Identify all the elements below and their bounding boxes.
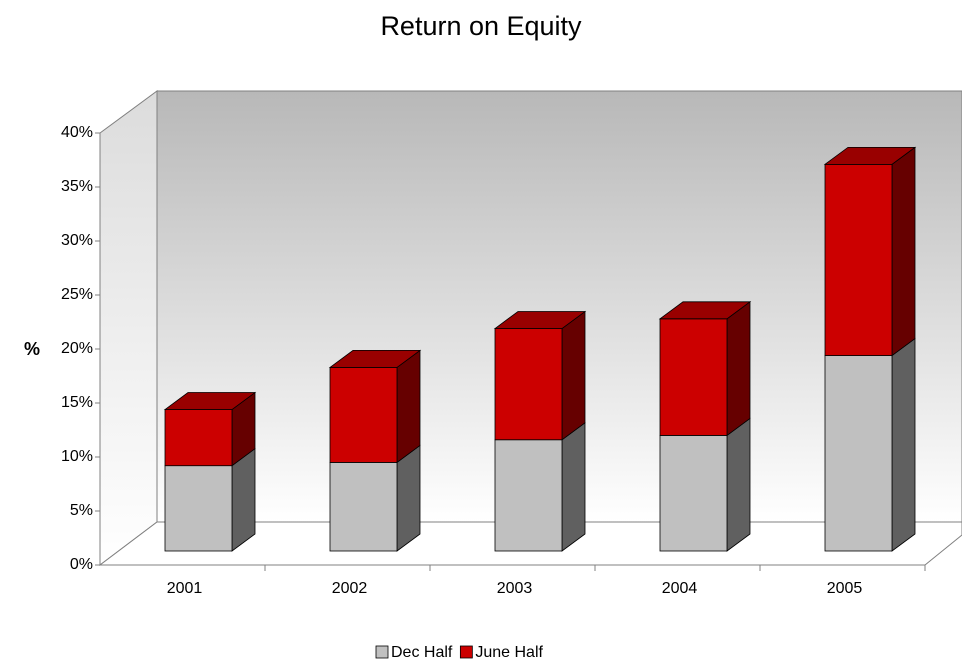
y-tick-label: 10% <box>61 448 93 465</box>
bar-side <box>396 349 421 464</box>
bar-top <box>823 146 917 165</box>
bar-side <box>396 444 421 552</box>
bar <box>329 366 398 463</box>
bar-side <box>231 447 256 552</box>
y-tick-label: 30% <box>61 232 93 249</box>
bar-side <box>726 417 751 552</box>
legend-swatch <box>459 645 473 659</box>
x-tick-label: 2005 <box>827 580 863 597</box>
chart-title: Return on Equity <box>380 11 582 41</box>
bar-side <box>891 146 916 357</box>
bar <box>659 318 728 436</box>
legend-label: June Half <box>475 644 543 661</box>
bar-top <box>328 349 422 368</box>
y-tick-label: 5% <box>70 502 93 519</box>
x-tick-label: 2001 <box>167 580 203 597</box>
bar <box>164 465 233 552</box>
y-tick-label: 25% <box>61 286 93 303</box>
bar <box>164 409 233 467</box>
bar-side <box>726 301 751 437</box>
bar-side <box>561 421 586 552</box>
bar <box>494 328 563 441</box>
y-axis-title: % <box>24 339 40 359</box>
y-tick-label: 15% <box>61 394 93 411</box>
bar-top <box>493 311 587 329</box>
bar <box>824 355 893 552</box>
legend-swatch <box>375 645 389 659</box>
bar-side <box>561 310 586 441</box>
bar <box>329 462 398 552</box>
bar <box>494 439 563 552</box>
bar <box>659 435 728 552</box>
bar-side <box>891 337 916 552</box>
x-tick-label: 2004 <box>662 580 698 597</box>
x-tick-label: 2002 <box>332 580 368 597</box>
y-tick-label: 40% <box>61 124 93 141</box>
legend-label: Dec Half <box>391 644 453 661</box>
x-tick-label: 2003 <box>497 580 533 597</box>
y-tick-label: 20% <box>61 340 93 357</box>
bar-top <box>658 301 752 320</box>
bar <box>824 163 893 356</box>
y-tick-label: 0% <box>70 556 93 573</box>
y-tick-label: 35% <box>61 178 93 195</box>
bar-top <box>163 392 257 410</box>
side-wall <box>99 90 158 567</box>
